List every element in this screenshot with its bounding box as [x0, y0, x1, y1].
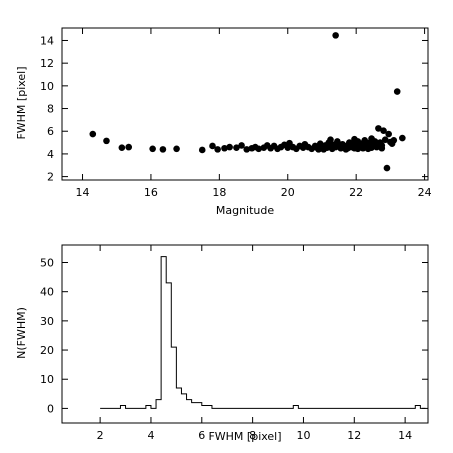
scatter-point-10: [221, 144, 228, 152]
scatter-point-89: [351, 135, 358, 143]
chart-0-x-tick-label-5: 24: [418, 186, 432, 199]
chart-1-y-tick-label-1: 10: [40, 373, 54, 386]
chart-0-y-tick-label-5: 12: [40, 57, 54, 70]
scatter-point-0: [89, 130, 97, 138]
scatter-point-9: [214, 146, 221, 153]
scatter-point-8: [209, 142, 216, 150]
scatter-point-69: [373, 143, 380, 151]
histogram-step-line: [100, 256, 426, 409]
scatter-point-6: [173, 145, 180, 153]
scatter-point-82: [332, 32, 339, 39]
histogram-y-axis-label: N(FWHM): [15, 307, 28, 359]
chart-0-x-tick-label-2: 18: [212, 186, 226, 199]
scatter-point-73: [380, 127, 387, 134]
chart-1-x-tick-label-1: 4: [147, 429, 154, 442]
histogram-axes-frame: [61, 244, 429, 424]
chart-0-x-tick-label-1: 16: [144, 186, 158, 199]
chart-1-x-tick-label-6: 14: [398, 429, 412, 442]
scatter-axes-frame: [61, 27, 429, 181]
scatter-point-3: [125, 143, 133, 151]
scatter-point-75: [383, 164, 391, 172]
chart-1-x-tick-label-4: 10: [296, 429, 310, 442]
chart-0-y-tick-label-2: 6: [47, 125, 54, 138]
chart-1-x-tick-label-0: 2: [97, 429, 104, 442]
histogram-panel: 2 4 6 8 10 12 14 0 10 20 30 40 50 FWHM [pixel] N(FWH…: [15, 244, 429, 443]
chart-0-y-tick-label-3: 8: [47, 103, 54, 116]
scatter-point-17: [255, 145, 262, 153]
chart-1-y-tick-label-3: 30: [40, 315, 54, 328]
chart-0-y-tick-label-0: 2: [47, 171, 54, 184]
scatter-point-4: [149, 145, 156, 153]
scatter-point-87: [378, 144, 386, 152]
scatter-point-86: [368, 144, 375, 151]
chart-0-x-tick-label-4: 22: [349, 186, 363, 199]
scatter-point-76: [385, 130, 392, 138]
chart-0-x-tick-label-0: 14: [76, 186, 90, 199]
scatter-point-14: [243, 146, 251, 153]
scatter-point-74: [381, 136, 389, 144]
scatter-point-88: [327, 136, 334, 144]
histogram-x-axis-label: FWHM [pixel]: [208, 430, 281, 443]
scatter-point-68: [371, 138, 379, 145]
scatter-point-13: [238, 142, 245, 149]
chart-0-y-tick-label-4: 10: [40, 80, 54, 93]
scatter-point-5: [159, 146, 167, 153]
chart-1-x-tick-label-3: 8: [249, 429, 256, 442]
chart-1-x-tick-label-5: 12: [347, 429, 361, 442]
chart-0-y-tick-label-1: 4: [47, 148, 54, 161]
chart-0-y-tick-label-6: 14: [40, 34, 54, 47]
chart-1-y-tick-label-5: 50: [40, 257, 54, 270]
scatter-y-axis-label: FWHM [pixel]: [15, 66, 28, 139]
scatter-point-83: [315, 146, 322, 153]
scatter-point-79: [390, 136, 398, 144]
chart-1-x-tick-label-2: 6: [198, 429, 205, 442]
scatter-point-12: [233, 144, 240, 151]
chart-1-y-tick-label-4: 40: [40, 286, 54, 299]
histogram-ticks: 2 4 6 8 10 12 14 0 10 20 30 40 50: [40, 245, 428, 442]
scatter-point-2: [118, 144, 126, 151]
scatter-point-81: [399, 134, 406, 142]
scatter-point-62: [361, 136, 369, 144]
chart-1-y-tick-label-2: 20: [40, 344, 54, 357]
scatter-point-85: [354, 145, 362, 153]
scatter-point-80: [393, 88, 401, 95]
chart-0-x-tick-label-3: 20: [281, 186, 295, 199]
scatter-points: [89, 32, 406, 172]
scatter-point-7: [198, 146, 206, 154]
scatter-x-axis-label: Magnitude: [216, 204, 275, 217]
scatter-point-11: [226, 143, 233, 151]
scatter-point-70: [375, 125, 382, 132]
scatter-point-1: [103, 137, 110, 145]
chart-1-y-tick-label-0: 0: [47, 402, 54, 415]
scatter-point-84: [344, 144, 351, 152]
